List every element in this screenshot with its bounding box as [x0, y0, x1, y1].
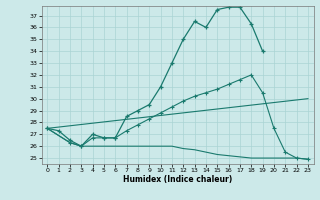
X-axis label: Humidex (Indice chaleur): Humidex (Indice chaleur) [123, 175, 232, 184]
